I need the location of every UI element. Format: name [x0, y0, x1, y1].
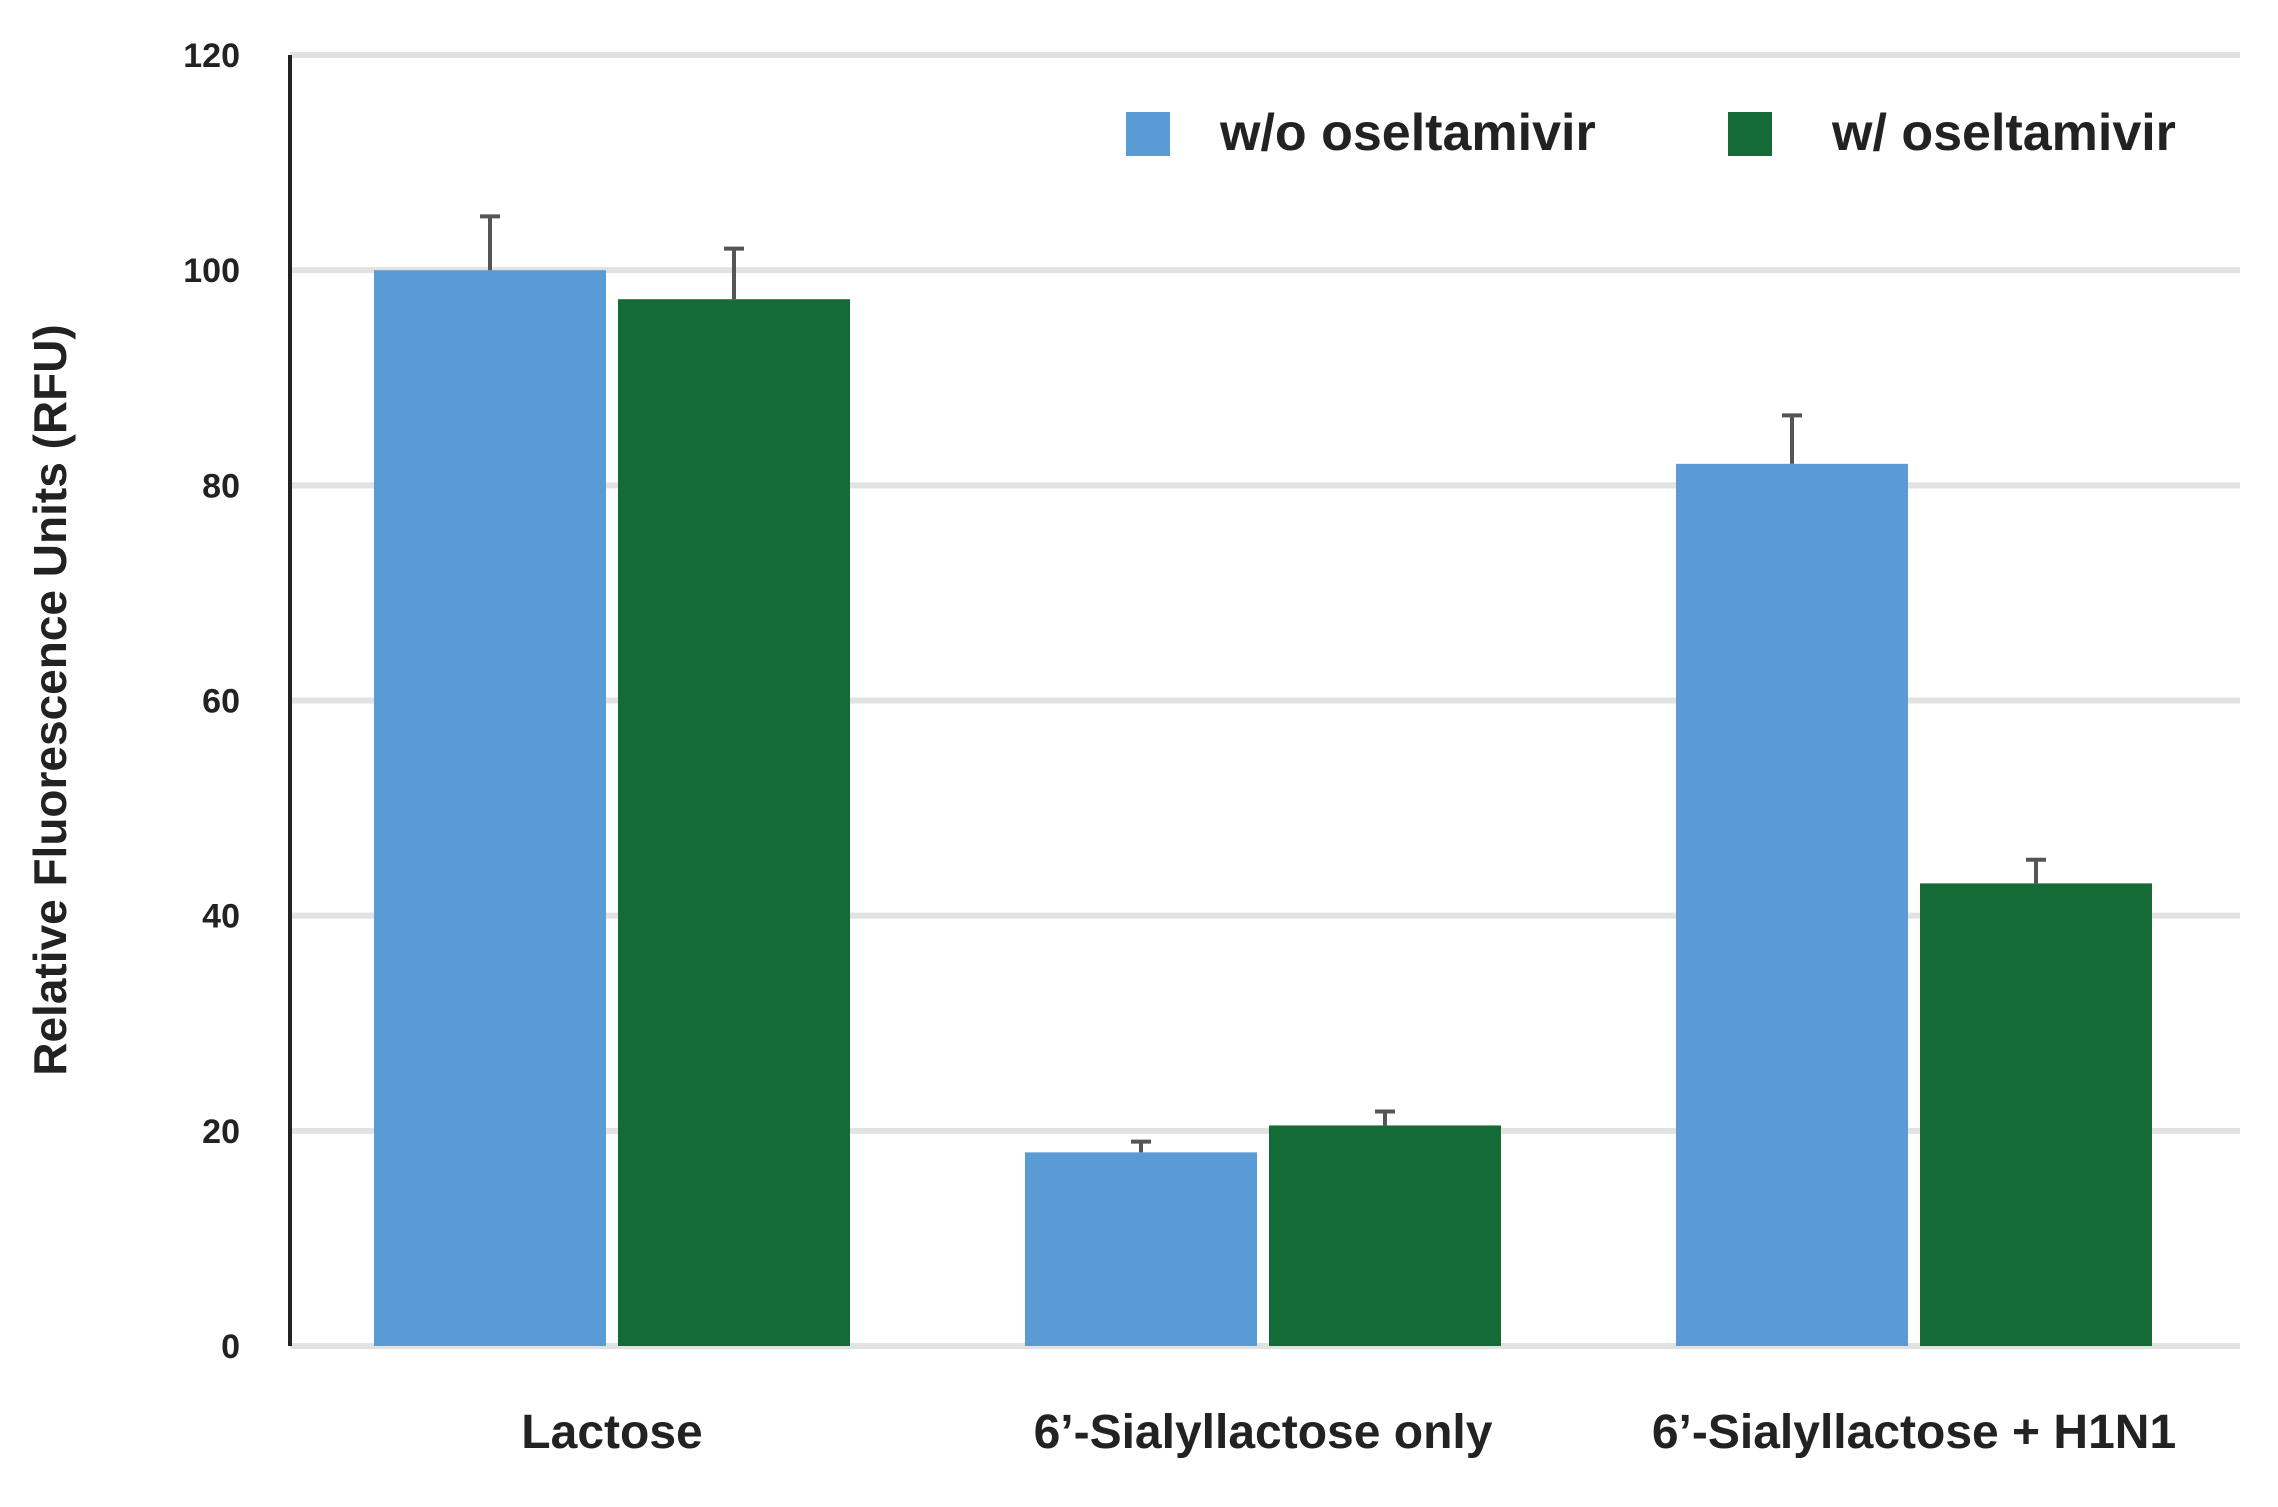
y-tick-label: 0 [221, 1328, 240, 1366]
gridlines [290, 52, 2240, 1349]
bar-without-oseltamivir-2 [1676, 463, 1908, 1347]
y-tick-label: 60 [202, 683, 240, 721]
y-tick-labels: 0 20 40 60 80 100 120 [183, 37, 240, 1366]
y-tick-label: 100 [183, 252, 240, 290]
category-labels: Lactose 6’-Sialyllactose only 6’-Sialyllac… [521, 1406, 2176, 1459]
y-tick-label: 120 [183, 37, 240, 75]
y-tick-label: 40 [202, 898, 240, 936]
bars [374, 270, 2152, 1347]
bar-with-oseltamivir-0 [618, 299, 850, 1347]
legend-label: w/o oseltamivir [1219, 104, 1596, 162]
category-label: 6’-Sialyllactose only [1034, 1406, 1493, 1459]
bar-with-oseltamivir-2 [1920, 883, 2152, 1346]
y-tick-label: 80 [202, 467, 240, 505]
legend-label: w/ oseltamivir [1831, 104, 2176, 162]
bar-without-oseltamivir-0 [374, 270, 606, 1347]
category-label: Lactose [521, 1406, 702, 1459]
legend-swatch [1728, 112, 1772, 156]
legend: w/o oseltamivir w/ oseltamivir [1126, 104, 2176, 162]
error-bars [480, 214, 2046, 1153]
bar-with-oseltamivir-1 [1269, 1125, 1501, 1346]
y-tick-label: 20 [202, 1113, 240, 1151]
legend-swatch [1126, 112, 1170, 156]
bar-without-oseltamivir-1 [1025, 1152, 1257, 1346]
category-label: 6’-Sialyllactose + H1N1 [1652, 1406, 2176, 1459]
y-axis-title: Relative Fluorescence Units (RFU) [24, 324, 76, 1076]
